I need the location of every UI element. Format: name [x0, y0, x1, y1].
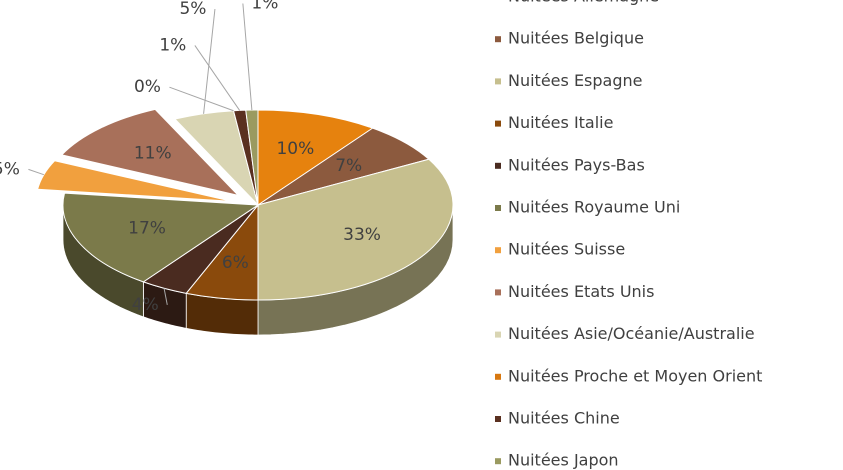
- leader-line: [242, 3, 253, 111]
- pie-slice: [257, 158, 454, 301]
- legend-label: Nuitées Belgique: [508, 29, 644, 48]
- data-label: 4%: [132, 295, 159, 315]
- data-label: 5%: [179, 0, 206, 19]
- data-label: 11%: [134, 144, 172, 164]
- legend-label: Nuitées Chine: [508, 409, 620, 428]
- leader-line: [169, 86, 234, 112]
- data-label: 10%: [276, 139, 314, 159]
- legend-swatch: [495, 289, 501, 296]
- legend-label: Nuitées Espagne: [508, 71, 642, 90]
- walls: [62, 204, 454, 336]
- legend-swatch: [495, 416, 501, 422]
- legend-label: Nuitées Pays-Bas: [508, 155, 645, 174]
- legend-label: Nuitées Italie: [508, 113, 613, 132]
- pie-slice: [60, 108, 240, 197]
- data-label: 6%: [222, 253, 249, 273]
- legend-label: Nuitées Royaume Uni: [508, 198, 680, 217]
- data-label: 1%: [251, 0, 278, 14]
- legend-swatch: [495, 36, 501, 43]
- legend-swatch: [495, 458, 501, 465]
- legend-swatch: [495, 162, 501, 169]
- pie-slice: [62, 192, 260, 283]
- legend-swatch: [495, 247, 501, 254]
- data-label: 17%: [128, 218, 166, 238]
- data-label: 7%: [335, 156, 362, 176]
- legend-swatch: [495, 120, 501, 127]
- legend-swatch: [495, 205, 501, 211]
- data-label: 5%: [0, 159, 20, 179]
- legend-swatch: [495, 373, 501, 380]
- data-label: 1%: [159, 35, 186, 55]
- leader-line: [163, 288, 168, 305]
- legend-swatch: [495, 78, 501, 85]
- tops: [37, 108, 454, 301]
- leader-line: [194, 45, 241, 111]
- data-label: 0%: [134, 77, 161, 97]
- data-label: 33%: [343, 225, 381, 245]
- legend-label: Nuitées Etats Unis: [508, 282, 654, 301]
- legend-label: Nuitées Proche et Moyen Orient: [508, 366, 762, 385]
- legend-swatch: [495, 331, 501, 338]
- leader-line: [28, 168, 45, 176]
- legend-label: Nuitées Allemagne: [508, 0, 659, 6]
- legend-label: Nuitées Japon: [508, 451, 619, 470]
- legend-label: Nuitées Suisse: [508, 240, 625, 259]
- pie-slice: [257, 109, 374, 206]
- legend-label: Nuitées Asie/Océanie/Australie: [508, 324, 755, 343]
- leader-line: [203, 9, 216, 114]
